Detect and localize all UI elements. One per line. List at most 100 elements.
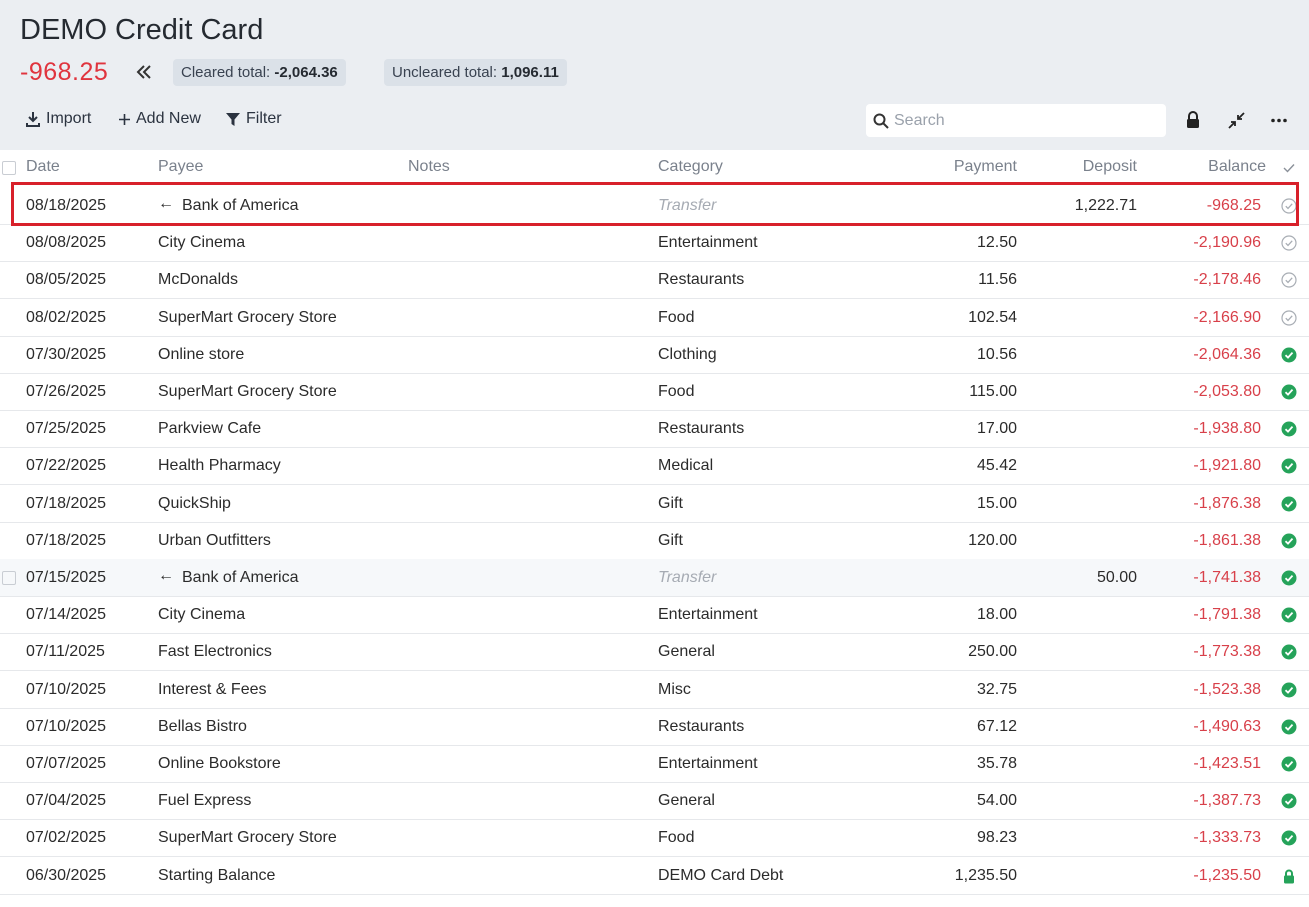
transaction-row[interactable]: 06/30/2025 Starting Balance DEMO Card Debt… (0, 857, 1309, 895)
payee: SuperMart Grocery Store (158, 383, 337, 400)
status-icon[interactable] (1281, 421, 1297, 437)
search-box[interactable]: Search (866, 104, 1166, 137)
uncleared-label: Uncleared total: (392, 64, 498, 81)
filter-button[interactable]: Filter (225, 110, 282, 128)
payee: Online Bookstore (158, 755, 281, 772)
status-icon[interactable] (1281, 570, 1297, 586)
transaction-row[interactable]: 07/26/2025 SuperMart Grocery Store Food 115… (0, 373, 1309, 411)
date: 08/18/2025 (26, 197, 107, 214)
more-button[interactable] (1271, 118, 1287, 123)
payment: 35.78 (976, 755, 1017, 772)
transaction-row[interactable]: 07/10/2025 Interest & Fees Misc 32.75 -1,523… (0, 671, 1309, 709)
payee: Fuel Express (158, 792, 252, 810)
status-icon[interactable] (1281, 496, 1297, 512)
balance: -1,921.80 (1193, 457, 1261, 475)
status-icon[interactable] (1281, 607, 1297, 623)
col-category[interactable]: Category (658, 158, 723, 175)
filter-icon (226, 113, 240, 126)
balance: -2,053.80 (1193, 383, 1261, 400)
balance: -1,423.51 (1193, 755, 1261, 772)
payment: 115.00 (969, 383, 1017, 400)
payment: 98.23 (976, 829, 1017, 847)
transaction-row[interactable]: 07/10/2025 Bellas Bistro Restaurants 67.12 -… (0, 708, 1309, 746)
date: 07/30/2025 (26, 345, 107, 363)
date: 07/18/2025 (26, 494, 107, 512)
transaction-row[interactable]: 07/18/2025 Urban Outfitters Gift 120.00 -1,8… (0, 522, 1309, 560)
date: 07/10/2025 (26, 680, 107, 698)
status-icon[interactable] (1281, 830, 1297, 846)
status-icon[interactable] (1281, 868, 1297, 884)
category: Misc (658, 680, 691, 698)
status-icon[interactable] (1281, 347, 1297, 363)
col-deposit[interactable]: Deposit (1082, 158, 1137, 175)
transfer-arrow: ← (158, 567, 174, 584)
transaction-row[interactable]: 07/30/2025 Online store Clothing 10.56 -2,06… (0, 336, 1309, 374)
payment: 45.42 (976, 457, 1017, 475)
balance: -1,387.73 (1193, 792, 1261, 810)
status-icon[interactable] (1281, 719, 1297, 735)
transaction-row[interactable]: 07/07/2025 Online Bookstore Entertainment 3… (0, 745, 1309, 783)
uncleared-value: 1,096.11 (501, 64, 559, 81)
status-icon[interactable] (1281, 272, 1297, 288)
date: 07/04/2025 (26, 792, 107, 810)
select-all-checkbox[interactable] (2, 161, 16, 175)
col-payee[interactable]: Payee (158, 158, 204, 175)
col-cleared[interactable] (1283, 163, 1295, 173)
transaction-row[interactable]: 07/11/2025 Fast Electronics General 250.00 -… (0, 633, 1309, 672)
transaction-row[interactable]: 07/15/2025 ← Bank of America Transfer 50.00 -… (0, 559, 1309, 597)
deposit: 50.00 (1096, 569, 1137, 586)
payment: 67.12 (976, 717, 1017, 735)
transaction-row[interactable]: 08/05/2025 McDonalds Restaurants 11.56 -2,17… (0, 261, 1309, 300)
transaction-row[interactable]: 07/14/2025 City Cinema Entertainment 18.00 -… (0, 596, 1309, 635)
date: 07/15/2025 (26, 569, 107, 586)
payment: 17.00 (976, 420, 1017, 438)
transaction-row[interactable]: 07/25/2025 Parkview Cafe Restaurants 17.00 -… (0, 410, 1309, 449)
plus-icon (119, 113, 130, 125)
category: Food (658, 829, 695, 847)
payment: 1,235.50 (954, 866, 1017, 884)
lock-button[interactable] (1185, 111, 1201, 129)
category: DEMO Card Debt (658, 866, 784, 884)
cleared-total: Cleared total: -2,064.36 (173, 59, 346, 86)
import-button[interactable]: Import (25, 110, 91, 128)
cleared-value: -2,064.36 (274, 64, 338, 81)
transaction-row[interactable]: 07/18/2025 QuickShip Gift 15.00 -1,876.38 (0, 485, 1309, 523)
row-checkbox (2, 571, 16, 585)
add-new-button[interactable]: Add New (118, 110, 201, 128)
payee: Urban Outfitters (158, 531, 271, 549)
status-icon[interactable] (1281, 384, 1297, 400)
status-icon[interactable] (1281, 756, 1297, 772)
collapse-icon[interactable] (136, 64, 152, 80)
date: 07/26/2025 (26, 383, 107, 400)
compress-button[interactable] (1228, 112, 1245, 129)
col-notes[interactable]: Notes (408, 158, 450, 175)
balance: -1,773.38 (1193, 643, 1261, 661)
payee: Interest & Fees (158, 680, 267, 698)
status-icon[interactable] (1281, 644, 1297, 660)
category: Entertainment (658, 755, 758, 772)
col-date[interactable]: Date (26, 158, 60, 175)
date: 07/25/2025 (26, 420, 107, 438)
date: 07/10/2025 (26, 717, 107, 735)
category: Transfer (658, 197, 717, 214)
status-icon[interactable] (1281, 793, 1297, 809)
balance: -1,523.38 (1193, 680, 1261, 698)
account-title: DEMO Credit Card (20, 14, 264, 46)
transaction-row[interactable]: 07/22/2025 Health Pharmacy Medical 45.42 -1,… (0, 447, 1309, 486)
col-balance[interactable]: Balance (1208, 158, 1266, 175)
transaction-row[interactable]: 08/08/2025 City Cinema Entertainment 12.50 -… (0, 224, 1309, 263)
category: General (658, 792, 715, 810)
balance: -2,166.90 (1193, 308, 1261, 326)
status-icon[interactable] (1281, 533, 1297, 549)
transaction-row[interactable]: 08/02/2025 SuperMart Grocery Store Food 102… (0, 299, 1309, 337)
import-label: Import (46, 110, 92, 127)
balance: -2,178.46 (1193, 271, 1261, 289)
transaction-row[interactable]: 07/04/2025 Fuel Express General 54.00 -1,387… (0, 782, 1309, 821)
category: Restaurants (658, 717, 745, 735)
status-icon[interactable] (1281, 309, 1297, 326)
status-icon[interactable] (1281, 235, 1297, 251)
col-payment[interactable]: Payment (953, 158, 1017, 175)
transaction-row[interactable]: 07/02/2025 SuperMart Grocery Store Food 98.… (0, 819, 1309, 858)
status-icon[interactable] (1281, 682, 1297, 698)
status-icon[interactable] (1281, 458, 1297, 474)
